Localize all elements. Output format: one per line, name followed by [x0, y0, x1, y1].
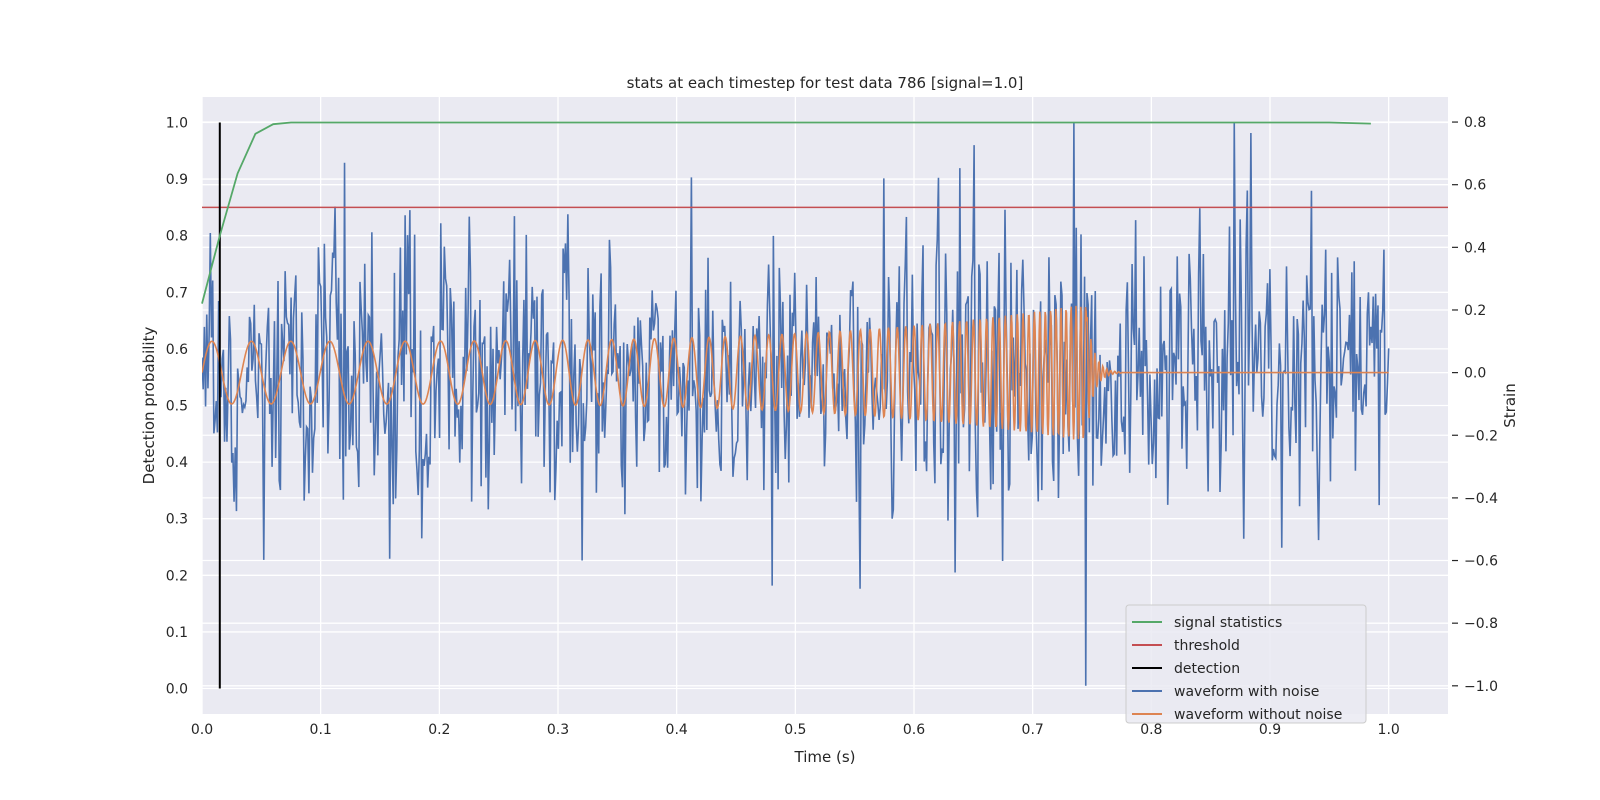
- ticks: 0.0 0.1 0.2 0.3 0.4 0.5 0.6 0.7 0.8 0.9 1.0 0.0 0.1 0…: [166, 115, 1498, 738]
- y-tick-label: 0.6: [166, 342, 188, 358]
- y-tick-label: 0.4: [166, 455, 188, 471]
- y-tick-label: 0.2: [166, 568, 188, 584]
- x-axis-title: Time (s): [794, 748, 856, 766]
- legend-label: waveform without noise: [1174, 707, 1342, 723]
- series-layer: [201, 121, 1448, 689]
- y2-tick-label: −0.6: [1464, 554, 1498, 570]
- y-tick-label: 0.8: [166, 229, 188, 245]
- y-tick-label: 0.1: [166, 625, 188, 641]
- x-tick-label: 0.4: [666, 722, 688, 738]
- y2-tick-label: 0.8: [1464, 115, 1486, 131]
- legend: signal statistics threshold detection wavef…: [1125, 604, 1367, 724]
- x-tick-label: 0.5: [784, 722, 806, 738]
- x-tick-label: 0.8: [1140, 722, 1162, 738]
- y2-tick-label: −1.0: [1464, 679, 1498, 695]
- y-tick-label: 0.9: [166, 172, 188, 188]
- y2-axis-title: Strain: [1501, 383, 1519, 427]
- chart-title: stats at each timestep for test data 786…: [627, 74, 1024, 92]
- legend-label: detection: [1174, 661, 1240, 677]
- y2-tick-label: 0.2: [1464, 303, 1486, 319]
- y-tick-label: 0.7: [166, 285, 188, 301]
- y2-tick-label: −0.8: [1464, 616, 1498, 632]
- x-tick-label: 0.2: [428, 722, 450, 738]
- y-tick-label: 1.0: [166, 115, 188, 131]
- y-tick-label: 0.0: [166, 682, 188, 698]
- x-tick-label: 0.3: [547, 722, 569, 738]
- x-tick-label: 0.9: [1259, 722, 1281, 738]
- legend-label: signal statistics: [1174, 615, 1282, 631]
- series-waveform-without-noise: [202, 305, 1389, 440]
- y-tick-label: 0.3: [166, 512, 188, 528]
- x-tick-label: 1.0: [1378, 722, 1400, 738]
- y-tick-label: 0.5: [166, 399, 188, 415]
- series-signal-statistics: [201, 121, 1371, 304]
- series-waveform-with-noise: [202, 122, 1390, 686]
- y2-tick-label: 0.4: [1464, 240, 1486, 256]
- y2-tick-label: −0.4: [1464, 491, 1498, 507]
- legend-label: threshold: [1174, 638, 1240, 654]
- x-tick-label: 0.6: [903, 722, 925, 738]
- y2-tick-label: 0.0: [1464, 366, 1486, 382]
- y2-tick-label: −0.2: [1464, 428, 1498, 444]
- legend-label: waveform with noise: [1174, 684, 1319, 700]
- legend-box: [1125, 604, 1367, 724]
- x-tick-label: 0.1: [310, 722, 332, 738]
- x-tick-label: 0.0: [191, 722, 213, 738]
- x-tick-label: 0.7: [1022, 722, 1044, 738]
- y-axis-title: Detection probability: [140, 327, 158, 485]
- y2-tick-label: 0.6: [1464, 178, 1486, 194]
